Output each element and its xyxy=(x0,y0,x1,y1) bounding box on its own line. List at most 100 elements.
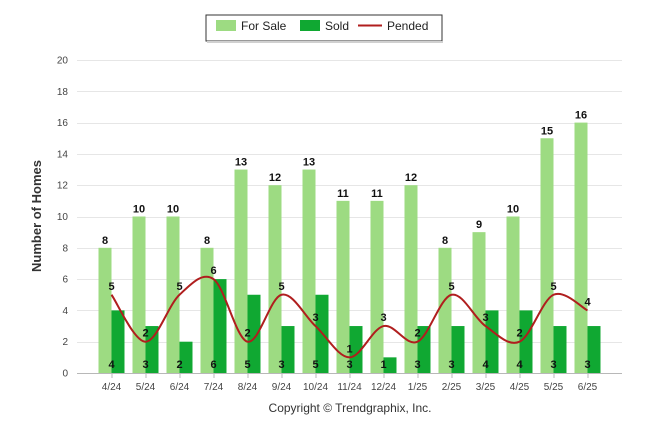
sold-bar xyxy=(485,310,499,373)
sold-value-label: 4 xyxy=(108,359,115,371)
y-tick-label: 12 xyxy=(57,181,69,192)
x-tick-label: 8/24 xyxy=(238,382,258,393)
sold-value-label: 3 xyxy=(448,359,454,371)
sold-bar xyxy=(281,326,295,373)
x-tick-label: 5/24 xyxy=(136,382,156,393)
sold-bar xyxy=(553,326,567,373)
y-tick-label: 0 xyxy=(62,369,68,380)
sold-value-label: 6 xyxy=(210,359,216,371)
x-tick-label: 4/25 xyxy=(510,382,530,393)
sold-bar xyxy=(519,310,533,373)
for-sale-bar xyxy=(404,185,418,373)
sold-bar xyxy=(111,310,125,373)
legend-sold-swatch xyxy=(300,20,320,31)
pended-value-label: 5 xyxy=(108,281,114,293)
x-tick-label: 6/25 xyxy=(578,382,598,393)
pended-value-label: 2 xyxy=(414,328,420,340)
sold-value-label: 2 xyxy=(176,359,182,371)
y-tick-label: 8 xyxy=(62,243,68,254)
for-sale-value-label: 11 xyxy=(371,188,383,200)
for-sale-value-label: 13 xyxy=(303,157,315,169)
for-sale-bar xyxy=(234,169,248,373)
y-tick-label: 10 xyxy=(57,212,69,223)
sold-value-label: 4 xyxy=(516,359,523,371)
for-sale-bar xyxy=(540,138,554,373)
pended-line-layer xyxy=(110,275,589,359)
for-sale-value-label: 8 xyxy=(102,235,108,247)
legend-pended-label: Pended xyxy=(387,19,428,33)
x-tick-label: 9/24 xyxy=(272,382,292,393)
pended-value-label: 3 xyxy=(482,312,488,324)
x-tick-label: 7/24 xyxy=(204,382,224,393)
x-tick-label: 2/25 xyxy=(442,382,462,393)
pended-value-label: 2 xyxy=(142,328,148,340)
for-sale-bar xyxy=(370,200,384,373)
x-tick-label: 11/24 xyxy=(337,382,362,393)
y-tick-label: 16 xyxy=(57,118,69,129)
pended-value-label: 2 xyxy=(244,328,250,340)
for-sale-value-label: 10 xyxy=(507,204,519,216)
y-tick-label: 4 xyxy=(62,306,68,317)
pended-value-label: 3 xyxy=(380,312,386,324)
for-sale-value-label: 8 xyxy=(442,235,448,247)
pended-value-label: 4 xyxy=(584,296,591,308)
for-sale-value-label: 9 xyxy=(476,219,482,231)
bars xyxy=(98,122,601,373)
sold-value-label: 3 xyxy=(142,359,148,371)
sold-bar xyxy=(213,279,227,373)
pended-series-line xyxy=(110,275,589,359)
for-sale-value-label: 10 xyxy=(133,204,145,216)
legend-sold-label: Sold xyxy=(325,19,349,33)
x-tick-label: 5/25 xyxy=(544,382,564,393)
y-tick-label: 20 xyxy=(57,56,69,67)
for-sale-bar xyxy=(98,247,112,373)
x-tick-label: 3/25 xyxy=(476,382,496,393)
sold-value-label: 4 xyxy=(482,359,489,371)
for-sale-value-label: 12 xyxy=(269,172,281,184)
x-tick-label: 6/24 xyxy=(170,382,190,393)
for-sale-value-label: 13 xyxy=(235,157,247,169)
sold-value-label: 3 xyxy=(278,359,284,371)
sold-bar xyxy=(145,326,159,373)
sold-value-label: 5 xyxy=(244,359,250,371)
for-sale-bar xyxy=(166,216,180,373)
sold-value-label: 1 xyxy=(380,359,386,371)
sold-value-label: 3 xyxy=(584,359,590,371)
for-sale-bar xyxy=(132,216,146,373)
sold-bar xyxy=(451,326,465,373)
sold-bar xyxy=(383,357,397,373)
legend-for-sale-label: For Sale xyxy=(241,19,287,33)
for-sale-bar xyxy=(472,232,486,373)
legend: For Sale Sold Pended xyxy=(205,14,443,43)
pended-value-label: 2 xyxy=(516,328,522,340)
for-sale-bar xyxy=(506,216,520,373)
x-tick-label: 12/24 xyxy=(371,382,396,393)
pended-value-label: 1 xyxy=(346,343,352,355)
for-sale-value-label: 16 xyxy=(575,110,587,122)
pended-value-label: 3 xyxy=(312,312,318,324)
for-sale-bar xyxy=(268,185,282,373)
for-sale-value-label: 10 xyxy=(167,204,179,216)
sold-bar xyxy=(349,326,363,373)
x-tick-label: 1/25 xyxy=(408,382,428,393)
pended-value-label: 5 xyxy=(176,281,182,293)
sold-bar xyxy=(179,341,193,373)
pended-value-label: 5 xyxy=(550,281,556,293)
legend-for-sale-swatch xyxy=(216,20,236,31)
pended-value-label: 5 xyxy=(278,281,284,293)
for-sale-bar xyxy=(200,247,214,373)
sold-value-label: 3 xyxy=(346,359,352,371)
pended-value-label: 5 xyxy=(448,281,454,293)
for-sale-value-label: 8 xyxy=(204,235,210,247)
sold-bar xyxy=(587,326,601,373)
x-tick-label: 10/24 xyxy=(303,382,328,393)
sold-value-label: 5 xyxy=(312,359,318,371)
for-sale-value-label: 11 xyxy=(337,188,349,200)
legend-frame xyxy=(205,14,443,42)
for-sale-bar xyxy=(336,200,350,373)
copyright-text: Copyright © Trendgraphix, Inc. xyxy=(269,401,432,415)
for-sale-bar xyxy=(574,122,588,373)
